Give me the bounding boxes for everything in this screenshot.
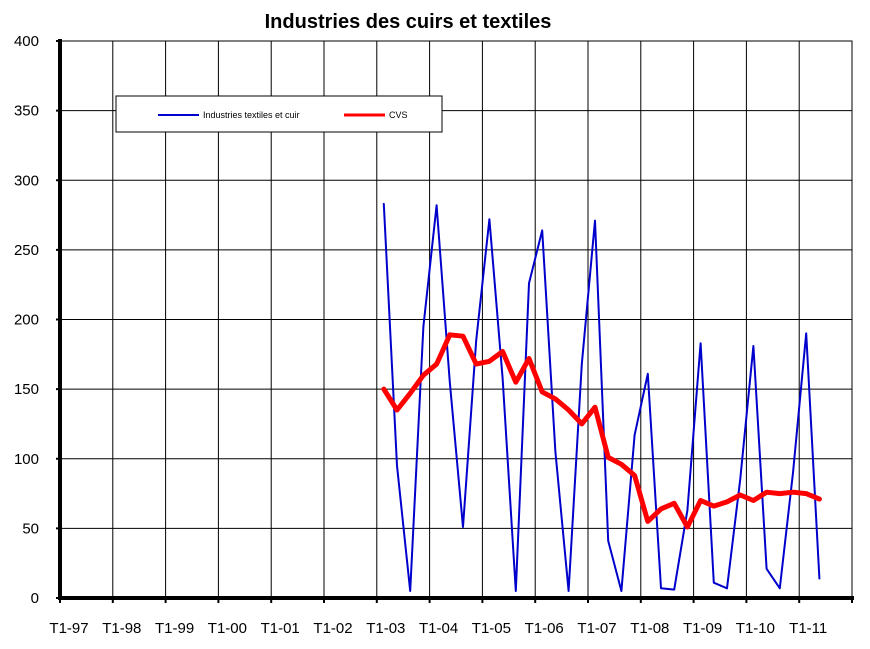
- y-tick-label: 250: [14, 242, 39, 259]
- legend-label-series-1: Industries textiles et cuir: [203, 110, 300, 120]
- y-tick-label: 100: [14, 451, 39, 468]
- x-tick-label: T1-97: [49, 620, 88, 637]
- series-line-2: [381, 332, 822, 530]
- x-tick-label: T1-09: [683, 620, 722, 637]
- x-tick-label: T1-01: [261, 620, 300, 637]
- y-tick-label: 200: [14, 312, 39, 329]
- axes: [56, 39, 854, 603]
- x-tick-label: T1-07: [577, 620, 616, 637]
- series-line-1: [382, 202, 821, 592]
- x-tick-label: T1-02: [313, 620, 352, 637]
- x-tick-label: T1-99: [155, 620, 194, 637]
- legend-label-series-2: CVS: [389, 110, 408, 120]
- y-tick-label: 350: [14, 103, 39, 120]
- y-tick-label: 400: [14, 33, 39, 50]
- y-tick-label: 150: [14, 381, 39, 398]
- chart-title: Industries des cuirs et textiles: [265, 11, 552, 33]
- x-tick-label: T1-00: [208, 620, 247, 637]
- x-tick-label: T1-05: [472, 620, 511, 637]
- legend: Industries textiles et cuir CVS: [115, 95, 443, 133]
- x-tick-label: T1-06: [525, 620, 564, 637]
- grid: [59, 40, 853, 599]
- y-tick-label: 50: [22, 520, 39, 537]
- y-tick-labels: 0 50 100 150 200 250 300 350 400: [14, 33, 39, 607]
- x-tick-labels: T1-97 T1-98 T1-99 T1-00 T1-01 T1-02 T1-03 T1-04…: [49, 620, 827, 637]
- y-tick-label: 300: [14, 172, 39, 189]
- x-tick-label: T1-98: [102, 620, 141, 637]
- series-lines: [381, 202, 822, 592]
- x-tick-label: T1-03: [366, 620, 405, 637]
- x-tick-label: T1-04: [419, 620, 458, 637]
- y-tick-label: 0: [31, 590, 39, 607]
- x-tick-label: T1-11: [789, 620, 827, 637]
- x-tick-label: T1-10: [736, 620, 775, 637]
- x-tick-label: T1-08: [630, 620, 669, 637]
